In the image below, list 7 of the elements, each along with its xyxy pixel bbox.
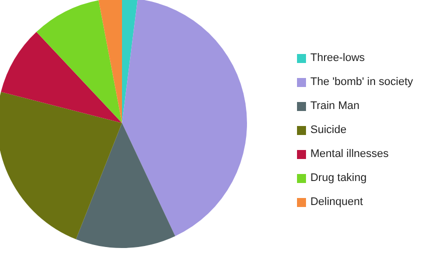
- legend-label: Mental illnesses: [310, 148, 389, 160]
- legend-label: Delinquent: [310, 196, 363, 208]
- legend-label: The 'bomb' in society: [310, 76, 413, 88]
- legend-label: Train Man: [310, 100, 360, 112]
- legend-label: Three-lows: [310, 52, 365, 64]
- legend-label: Drug taking: [310, 172, 367, 184]
- legend-label: Suicide: [310, 124, 346, 136]
